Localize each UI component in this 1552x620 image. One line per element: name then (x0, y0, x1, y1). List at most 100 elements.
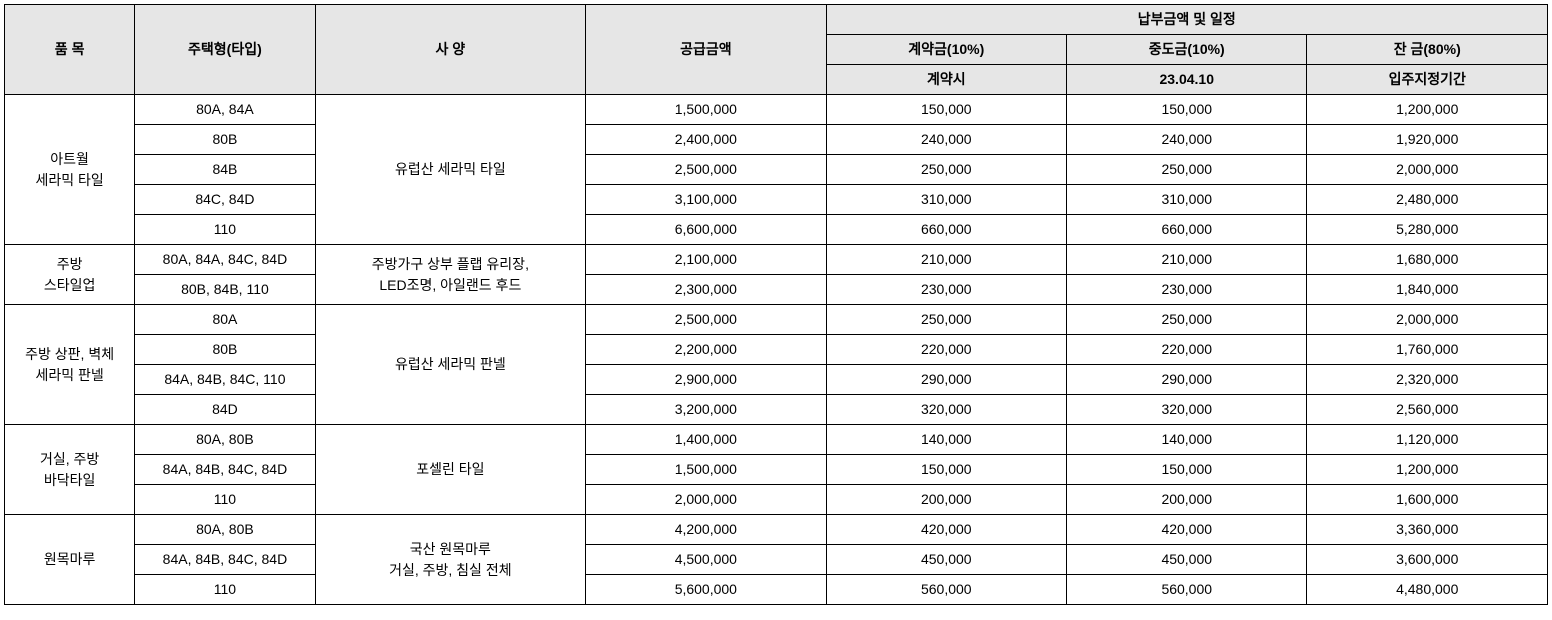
cell-mid: 290,000 (1067, 365, 1307, 395)
cell-type: 80B (135, 125, 315, 155)
cell-supply: 2,500,000 (586, 305, 826, 335)
table-row: 주방 상판, 벽체세라믹 판넬80A유럽산 세라믹 판넬2,500,000250… (5, 305, 1548, 335)
cell-type: 110 (135, 575, 315, 605)
cell-supply: 2,000,000 (586, 485, 826, 515)
cell-deposit: 290,000 (826, 365, 1066, 395)
cell-deposit: 310,000 (826, 185, 1066, 215)
table-body: 아트월세라믹 타일80A, 84A유럽산 세라믹 타일1,500,000150,… (5, 95, 1548, 605)
cell-item: 주방스타일업 (5, 245, 135, 305)
cell-mid: 310,000 (1067, 185, 1307, 215)
cell-deposit: 140,000 (826, 425, 1066, 455)
cell-type: 80A, 80B (135, 425, 315, 455)
table-row: 84A, 84B, 84C, 1102,900,000290,000290,00… (5, 365, 1548, 395)
cell-supply: 2,200,000 (586, 335, 826, 365)
cell-supply: 4,500,000 (586, 545, 826, 575)
table-row: 1106,600,000660,000660,0005,280,000 (5, 215, 1548, 245)
cell-type: 84C, 84D (135, 185, 315, 215)
cell-mid: 200,000 (1067, 485, 1307, 515)
cell-deposit: 450,000 (826, 545, 1066, 575)
cell-mid: 250,000 (1067, 305, 1307, 335)
table-row: 원목마루80A, 80B국산 원목마루거실, 주방, 침실 전체4,200,00… (5, 515, 1548, 545)
cell-item: 주방 상판, 벽체세라믹 판넬 (5, 305, 135, 425)
cell-balance: 1,680,000 (1307, 245, 1548, 275)
header-supply: 공급금액 (586, 5, 826, 95)
cell-mid: 150,000 (1067, 95, 1307, 125)
cell-supply: 2,500,000 (586, 155, 826, 185)
header-schedule: 납부금액 및 일정 (826, 5, 1547, 35)
header-type: 주택형(타입) (135, 5, 315, 95)
cell-type: 80A, 84A (135, 95, 315, 125)
cell-type: 80A, 84A, 84C, 84D (135, 245, 315, 275)
cell-mid: 420,000 (1067, 515, 1307, 545)
cell-mid: 660,000 (1067, 215, 1307, 245)
cell-spec: 포셀린 타일 (315, 425, 586, 515)
header-spec: 사 양 (315, 5, 586, 95)
cell-spec: 주방가구 상부 플랩 유리장,LED조명, 아일랜드 후드 (315, 245, 586, 305)
header-mid-when: 23.04.10 (1067, 65, 1307, 95)
cell-balance: 1,760,000 (1307, 335, 1548, 365)
cell-supply: 1,500,000 (586, 455, 826, 485)
table-header: 품 목 주택형(타입) 사 양 공급금액 납부금액 및 일정 계약금(10%) … (5, 5, 1548, 95)
cell-balance: 1,600,000 (1307, 485, 1548, 515)
cell-deposit: 250,000 (826, 155, 1066, 185)
cell-balance: 4,480,000 (1307, 575, 1548, 605)
cell-balance: 1,840,000 (1307, 275, 1548, 305)
cell-item: 원목마루 (5, 515, 135, 605)
cell-balance: 1,200,000 (1307, 95, 1548, 125)
table-row: 84A, 84B, 84C, 84D4,500,000450,000450,00… (5, 545, 1548, 575)
table-row: 아트월세라믹 타일80A, 84A유럽산 세라믹 타일1,500,000150,… (5, 95, 1548, 125)
cell-item: 거실, 주방바닥타일 (5, 425, 135, 515)
cell-supply: 1,400,000 (586, 425, 826, 455)
table-row: 80B, 84B, 1102,300,000230,000230,0001,84… (5, 275, 1548, 305)
cell-mid: 560,000 (1067, 575, 1307, 605)
header-mid-label: 중도금(10%) (1067, 35, 1307, 65)
cell-balance: 3,360,000 (1307, 515, 1548, 545)
cell-supply: 2,300,000 (586, 275, 826, 305)
cell-balance: 1,120,000 (1307, 425, 1548, 455)
cell-deposit: 560,000 (826, 575, 1066, 605)
cell-balance: 2,560,000 (1307, 395, 1548, 425)
cell-deposit: 230,000 (826, 275, 1066, 305)
cell-deposit: 250,000 (826, 305, 1066, 335)
cell-mid: 140,000 (1067, 425, 1307, 455)
cell-type: 110 (135, 485, 315, 515)
header-balance-label: 잔 금(80%) (1307, 35, 1548, 65)
pricing-table: 품 목 주택형(타입) 사 양 공급금액 납부금액 및 일정 계약금(10%) … (4, 4, 1548, 605)
cell-type: 84D (135, 395, 315, 425)
cell-supply: 4,200,000 (586, 515, 826, 545)
cell-deposit: 200,000 (826, 485, 1066, 515)
table-row: 주방스타일업80A, 84A, 84C, 84D주방가구 상부 플랩 유리장,L… (5, 245, 1548, 275)
cell-balance: 3,600,000 (1307, 545, 1548, 575)
cell-balance: 1,920,000 (1307, 125, 1548, 155)
cell-deposit: 240,000 (826, 125, 1066, 155)
cell-deposit: 660,000 (826, 215, 1066, 245)
cell-spec: 유럽산 세라믹 타일 (315, 95, 586, 245)
cell-supply: 2,400,000 (586, 125, 826, 155)
table-row: 거실, 주방바닥타일80A, 80B포셀린 타일1,400,000140,000… (5, 425, 1548, 455)
header-balance-when: 입주지정기간 (1307, 65, 1548, 95)
cell-balance: 1,200,000 (1307, 455, 1548, 485)
cell-mid: 220,000 (1067, 335, 1307, 365)
cell-mid: 450,000 (1067, 545, 1307, 575)
cell-type: 84A, 84B, 84C, 84D (135, 545, 315, 575)
cell-supply: 3,200,000 (586, 395, 826, 425)
table-row: 84A, 84B, 84C, 84D1,500,000150,000150,00… (5, 455, 1548, 485)
table-row: 84B2,500,000250,000250,0002,000,000 (5, 155, 1548, 185)
cell-type: 110 (135, 215, 315, 245)
cell-mid: 210,000 (1067, 245, 1307, 275)
cell-balance: 2,320,000 (1307, 365, 1548, 395)
header-deposit-when: 계약시 (826, 65, 1066, 95)
cell-spec: 국산 원목마루거실, 주방, 침실 전체 (315, 515, 586, 605)
cell-supply: 6,600,000 (586, 215, 826, 245)
cell-type: 84A, 84B, 84C, 110 (135, 365, 315, 395)
cell-balance: 2,000,000 (1307, 305, 1548, 335)
cell-supply: 3,100,000 (586, 185, 826, 215)
cell-mid: 150,000 (1067, 455, 1307, 485)
cell-type: 84A, 84B, 84C, 84D (135, 455, 315, 485)
cell-mid: 230,000 (1067, 275, 1307, 305)
cell-spec: 유럽산 세라믹 판넬 (315, 305, 586, 425)
table-row: 84C, 84D3,100,000310,000310,0002,480,000 (5, 185, 1548, 215)
cell-balance: 5,280,000 (1307, 215, 1548, 245)
header-item: 품 목 (5, 5, 135, 95)
cell-deposit: 420,000 (826, 515, 1066, 545)
